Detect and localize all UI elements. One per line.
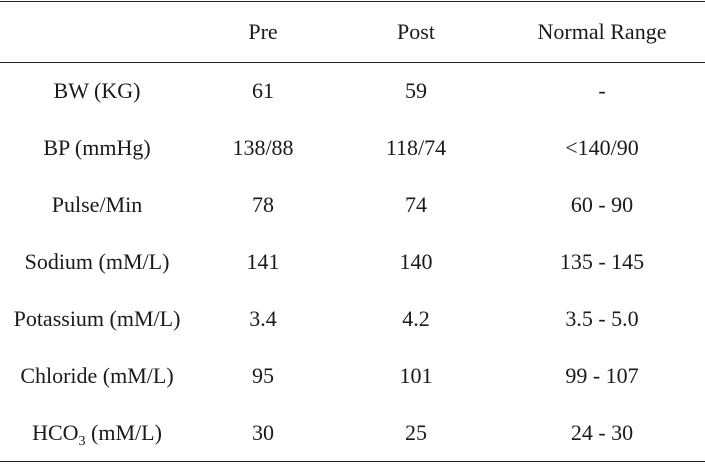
normal-range-cell: 3.5 - 5.0 bbox=[565, 306, 639, 331]
pre-cell: 61 bbox=[252, 78, 274, 103]
header-cell-normal-range: Normal Range bbox=[537, 19, 667, 44]
pre-cell: 3.4 bbox=[249, 306, 277, 331]
post-cell: 59 bbox=[405, 78, 427, 103]
table-header-row: Pre Post Normal Range bbox=[0, 4, 705, 60]
pre-cell: 78 bbox=[252, 192, 274, 217]
pre-cell: 141 bbox=[246, 249, 280, 274]
post-cell: 74 bbox=[405, 192, 427, 217]
table-row: BW (KG) 61 59 - bbox=[0, 63, 705, 119]
pre-cell: 138/88 bbox=[232, 135, 294, 160]
post-cell: 25 bbox=[405, 420, 427, 445]
normal-range-cell: 135 - 145 bbox=[559, 249, 645, 274]
table-row: Chloride (mM/L) 95 101 99 - 107 bbox=[0, 348, 705, 404]
parameter-cell: HCO3 (mM/L) bbox=[32, 420, 162, 449]
post-cell: 4.2 bbox=[402, 306, 430, 331]
normal-range-cell: 60 - 90 bbox=[570, 192, 634, 217]
parameter-subscript: 3 bbox=[78, 433, 86, 449]
post-cell: 101 bbox=[399, 363, 433, 388]
table-row: Sodium (mM/L) 141 140 135 - 145 bbox=[0, 234, 705, 290]
normal-range-cell: 24 - 30 bbox=[570, 420, 634, 445]
parameter-cell: BW (KG) bbox=[53, 78, 141, 103]
post-cell: 118/74 bbox=[385, 135, 447, 160]
parameter-cell: Potassium (mM/L) bbox=[13, 306, 181, 331]
parameter-cell: Sodium (mM/L) bbox=[24, 249, 170, 274]
table-row: Potassium (mM/L) 3.4 4.2 3.5 - 5.0 bbox=[0, 291, 705, 347]
table-row: BP (mmHg) 138/88 118/74 <140/90 bbox=[0, 120, 705, 176]
parameter-suffix: (mM/L) bbox=[85, 420, 162, 445]
table-header-rule bbox=[0, 62, 705, 63]
table-row: Pulse/Min 78 74 60 - 90 bbox=[0, 177, 705, 233]
parameter-cell: Chloride (mM/L) bbox=[20, 363, 174, 388]
parameter-prefix: HCO bbox=[32, 420, 79, 445]
table-bottom-rule bbox=[0, 461, 705, 462]
normal-range-cell: <140/90 bbox=[565, 135, 639, 160]
normal-range-cell: 99 - 107 bbox=[565, 363, 639, 388]
post-cell: 140 bbox=[399, 249, 433, 274]
table-row: HCO3 (mM/L) 30 25 24 - 30 bbox=[0, 405, 705, 461]
parameter-cell: Pulse/Min bbox=[51, 192, 143, 217]
normal-range-cell: - bbox=[598, 78, 606, 103]
table-top-rule bbox=[0, 1, 705, 2]
parameter-cell: BP (mmHg) bbox=[43, 135, 151, 160]
header-cell-post: Post bbox=[397, 19, 435, 44]
pre-cell: 30 bbox=[252, 420, 274, 445]
header-cell-pre: Pre bbox=[248, 19, 278, 44]
pre-cell: 95 bbox=[252, 363, 274, 388]
